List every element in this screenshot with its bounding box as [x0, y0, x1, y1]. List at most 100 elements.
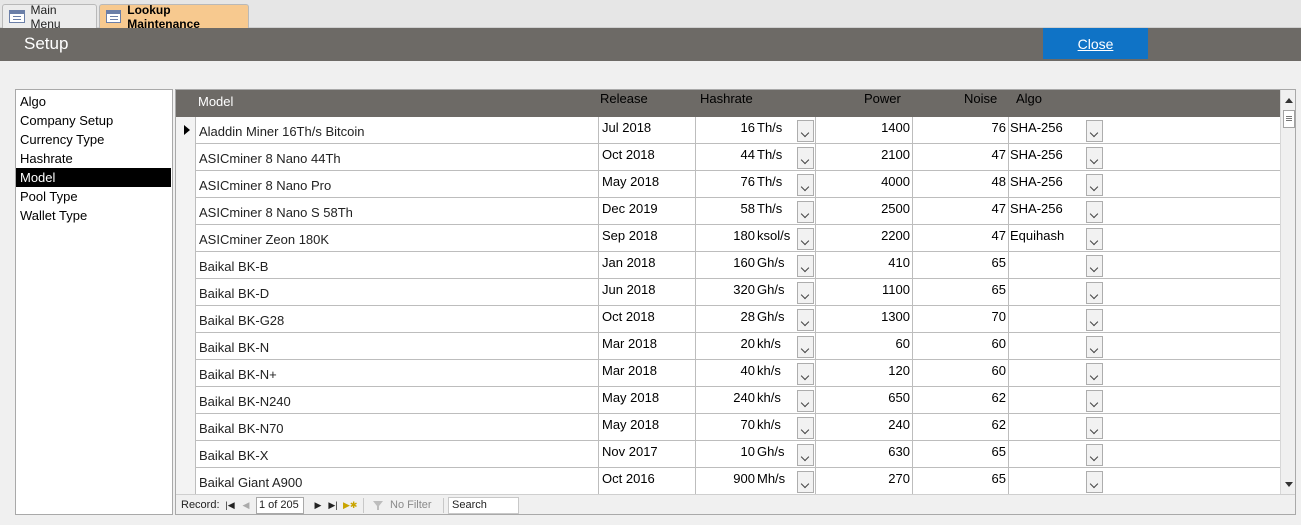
cell-algo[interactable]: Equihash: [1008, 225, 1086, 252]
cell-noise[interactable]: 70: [912, 306, 1007, 333]
cell-hashrate-unit[interactable]: Gh/s: [757, 309, 785, 324]
lookup-list-item[interactable]: Algo: [20, 94, 47, 109]
cell-hashrate-unit[interactable]: Gh/s: [757, 282, 785, 297]
record-selector[interactable]: [176, 468, 196, 495]
cell-hashrate-unit[interactable]: Th/s: [757, 120, 783, 135]
cell-noise[interactable]: 60: [912, 360, 1007, 387]
next-record-icon[interactable]: ▶: [314, 500, 322, 510]
cell-hashrate[interactable]: 76: [695, 171, 755, 198]
unit-dropdown-icon[interactable]: [797, 120, 814, 142]
table-row[interactable]: Baikal BK-G28 Oct 2018 28 Gh/s 1300 70: [176, 306, 1280, 333]
cell-hashrate-unit[interactable]: Th/s: [757, 174, 783, 189]
algo-dropdown-icon[interactable]: [1086, 282, 1103, 304]
unit-dropdown-icon[interactable]: [797, 390, 814, 412]
record-selector[interactable]: [176, 171, 196, 198]
algo-dropdown-icon[interactable]: [1086, 201, 1103, 223]
algo-dropdown-icon[interactable]: [1086, 255, 1103, 277]
cell-hashrate[interactable]: 28: [695, 306, 755, 333]
cell-algo[interactable]: SHA-256: [1008, 171, 1086, 198]
current-record-field[interactable]: 1 of 205: [256, 497, 304, 514]
unit-dropdown-icon[interactable]: [797, 201, 814, 223]
record-selector[interactable]: [176, 225, 196, 252]
cell-power[interactable]: 1400: [815, 117, 911, 144]
lookup-list-item[interactable]: Pool Type: [20, 189, 78, 204]
record-selector[interactable]: [176, 144, 196, 171]
cell-release[interactable]: Sep 2018: [598, 225, 694, 252]
algo-dropdown-icon[interactable]: [1086, 390, 1103, 412]
cell-algo[interactable]: [1008, 252, 1086, 279]
unit-dropdown-icon[interactable]: [797, 417, 814, 439]
cell-hashrate[interactable]: 180: [695, 225, 755, 252]
cell-hashrate[interactable]: 16: [695, 117, 755, 144]
cell-model[interactable]: Baikal BK-X: [199, 448, 269, 463]
record-selector[interactable]: [176, 306, 196, 333]
table-row[interactable]: Baikal BK-N70 May 2018 70 kh/s 240 62: [176, 414, 1280, 441]
cell-algo[interactable]: [1008, 360, 1086, 387]
table-row[interactable]: Baikal BK-D Jun 2018 320 Gh/s 1100 65: [176, 279, 1280, 306]
tab-main-menu[interactable]: Main Menu: [2, 3, 97, 31]
cell-hashrate[interactable]: 160: [695, 252, 755, 279]
cell-release[interactable]: Mar 2018: [598, 333, 694, 360]
cell-algo[interactable]: SHA-256: [1008, 117, 1086, 144]
cell-hashrate-unit[interactable]: kh/s: [757, 390, 781, 405]
cell-noise[interactable]: 65: [912, 279, 1007, 306]
cell-hashrate-unit[interactable]: ksol/s: [757, 228, 791, 243]
column-header-power[interactable]: Power: [864, 91, 901, 106]
cell-hashrate[interactable]: 10: [695, 441, 755, 468]
cell-hashrate[interactable]: 900: [695, 468, 755, 495]
cell-release[interactable]: May 2018: [598, 387, 694, 414]
table-row[interactable]: Aladdin Miner 16Th/s Bitcoin Jul 2018 16 Th…: [176, 117, 1280, 144]
cell-hashrate-unit[interactable]: Th/s: [757, 147, 783, 162]
cell-model[interactable]: Baikal BK-N70: [199, 421, 284, 436]
cell-hashrate[interactable]: 58: [695, 198, 755, 225]
cell-release[interactable]: Nov 2017: [598, 441, 694, 468]
cell-model[interactable]: ASICminer Zeon 180K: [199, 232, 330, 247]
record-selector[interactable]: [176, 252, 196, 279]
scroll-down-icon[interactable]: [1281, 477, 1295, 493]
cell-noise[interactable]: 48: [912, 171, 1007, 198]
cell-power[interactable]: 630: [815, 441, 911, 468]
cell-power[interactable]: 60: [815, 333, 911, 360]
cell-power[interactable]: 1300: [815, 306, 911, 333]
cell-release[interactable]: Mar 2018: [598, 360, 694, 387]
algo-dropdown-icon[interactable]: [1086, 417, 1103, 439]
cell-algo[interactable]: [1008, 387, 1086, 414]
lookup-list-item[interactable]: Company Setup: [20, 113, 114, 128]
cell-release[interactable]: Jul 2018: [598, 117, 694, 144]
cell-noise[interactable]: 47: [912, 144, 1007, 171]
record-selector[interactable]: [176, 117, 196, 144]
cell-hashrate[interactable]: 40: [695, 360, 755, 387]
table-row[interactable]: Baikal BK-N240 May 2018 240 kh/s 650 62: [176, 387, 1280, 414]
cell-release[interactable]: Oct 2018: [598, 306, 694, 333]
cell-power[interactable]: 120: [815, 360, 911, 387]
cell-power[interactable]: 4000: [815, 171, 911, 198]
cell-release[interactable]: Jan 2018: [598, 252, 694, 279]
cell-hashrate[interactable]: 20: [695, 333, 755, 360]
cell-algo[interactable]: [1008, 414, 1086, 441]
cell-hashrate[interactable]: 44: [695, 144, 755, 171]
column-header-hashrate[interactable]: Hashrate: [700, 91, 753, 106]
cell-release[interactable]: Oct 2018: [598, 144, 694, 171]
cell-noise[interactable]: 65: [912, 441, 1007, 468]
cell-noise[interactable]: 65: [912, 252, 1007, 279]
column-header-noise[interactable]: Noise: [964, 91, 998, 106]
unit-dropdown-icon[interactable]: [797, 471, 814, 493]
cell-model[interactable]: Baikal BK-N: [199, 340, 270, 355]
algo-dropdown-icon[interactable]: [1086, 471, 1103, 493]
table-row[interactable]: ASICminer 8 Nano 44Th Oct 2018 44 Th/s 2100 4…: [176, 144, 1280, 171]
table-row[interactable]: Baikal Giant A900 Oct 2016 900 Mh/s 270 65: [176, 468, 1280, 495]
cell-model[interactable]: ASICminer 8 Nano S 58Th: [199, 205, 353, 220]
column-header-algo[interactable]: Algo: [1016, 91, 1043, 106]
unit-dropdown-icon[interactable]: [797, 444, 814, 466]
tab-lookup-maintenance[interactable]: Lookup Maintenance: [99, 3, 249, 31]
table-row[interactable]: Baikal BK-B Jan 2018 160 Gh/s 410 65: [176, 252, 1280, 279]
record-selector[interactable]: [176, 387, 196, 414]
cell-model[interactable]: Aladdin Miner 16Th/s Bitcoin: [199, 124, 365, 139]
cell-release[interactable]: Jun 2018: [598, 279, 694, 306]
cell-model[interactable]: ASICminer 8 Nano 44Th: [199, 151, 341, 166]
algo-dropdown-icon[interactable]: [1086, 228, 1103, 250]
cell-hashrate[interactable]: 240: [695, 387, 755, 414]
algo-dropdown-icon[interactable]: [1086, 120, 1103, 142]
cell-model[interactable]: ASICminer 8 Nano Pro: [199, 178, 332, 193]
cell-hashrate-unit[interactable]: kh/s: [757, 363, 781, 378]
